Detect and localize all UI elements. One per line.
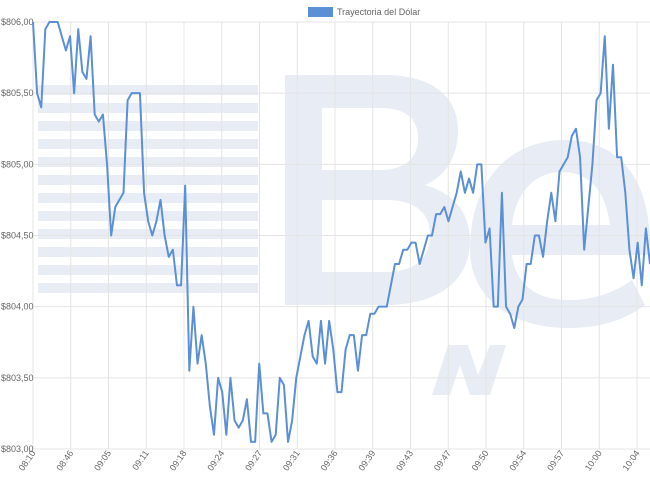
x-tick-label: 09:05 xyxy=(92,448,113,472)
y-tick-label: $806,00 xyxy=(1,17,34,27)
x-tick-label: 09:36 xyxy=(319,448,340,472)
y-tick-label: $805,50 xyxy=(1,88,34,98)
x-tick-label: 09:43 xyxy=(394,448,415,472)
x-tick-label: 09:57 xyxy=(545,448,566,472)
chart-grid xyxy=(32,21,650,450)
x-tick-label: 09:24 xyxy=(205,448,226,472)
x-tick-label: 09:18 xyxy=(168,448,189,472)
x-tick-label: 09:50 xyxy=(470,448,491,472)
y-tick-label: $804,50 xyxy=(1,231,34,241)
y-tick-label: $804,00 xyxy=(1,302,34,312)
y-tick-label: $803,00 xyxy=(1,444,34,454)
x-tick-label: 09:11 xyxy=(130,448,151,472)
series-line xyxy=(32,21,650,443)
x-tick-label: 08:46 xyxy=(54,448,75,472)
x-tick-label: 09:47 xyxy=(432,448,453,472)
x-tick-label: 09:54 xyxy=(507,448,528,472)
x-tick-label: 09:39 xyxy=(356,448,377,472)
x-tick-label: 10:04 xyxy=(621,448,642,472)
series-layer xyxy=(32,21,650,443)
y-tick-label: $803,50 xyxy=(1,373,34,383)
legend[interactable]: Trayectoria del Dólar xyxy=(308,7,420,17)
y-tick-label: $805,00 xyxy=(1,159,34,169)
watermark-logo xyxy=(38,75,650,395)
x-tick-label: 10:00 xyxy=(583,448,604,472)
x-tick-label: 09:27 xyxy=(243,448,264,472)
x-tick-label: 09:31 xyxy=(281,448,302,472)
legend-swatch[interactable] xyxy=(308,7,333,17)
legend-label[interactable]: Trayectoria del Dólar xyxy=(337,7,420,17)
